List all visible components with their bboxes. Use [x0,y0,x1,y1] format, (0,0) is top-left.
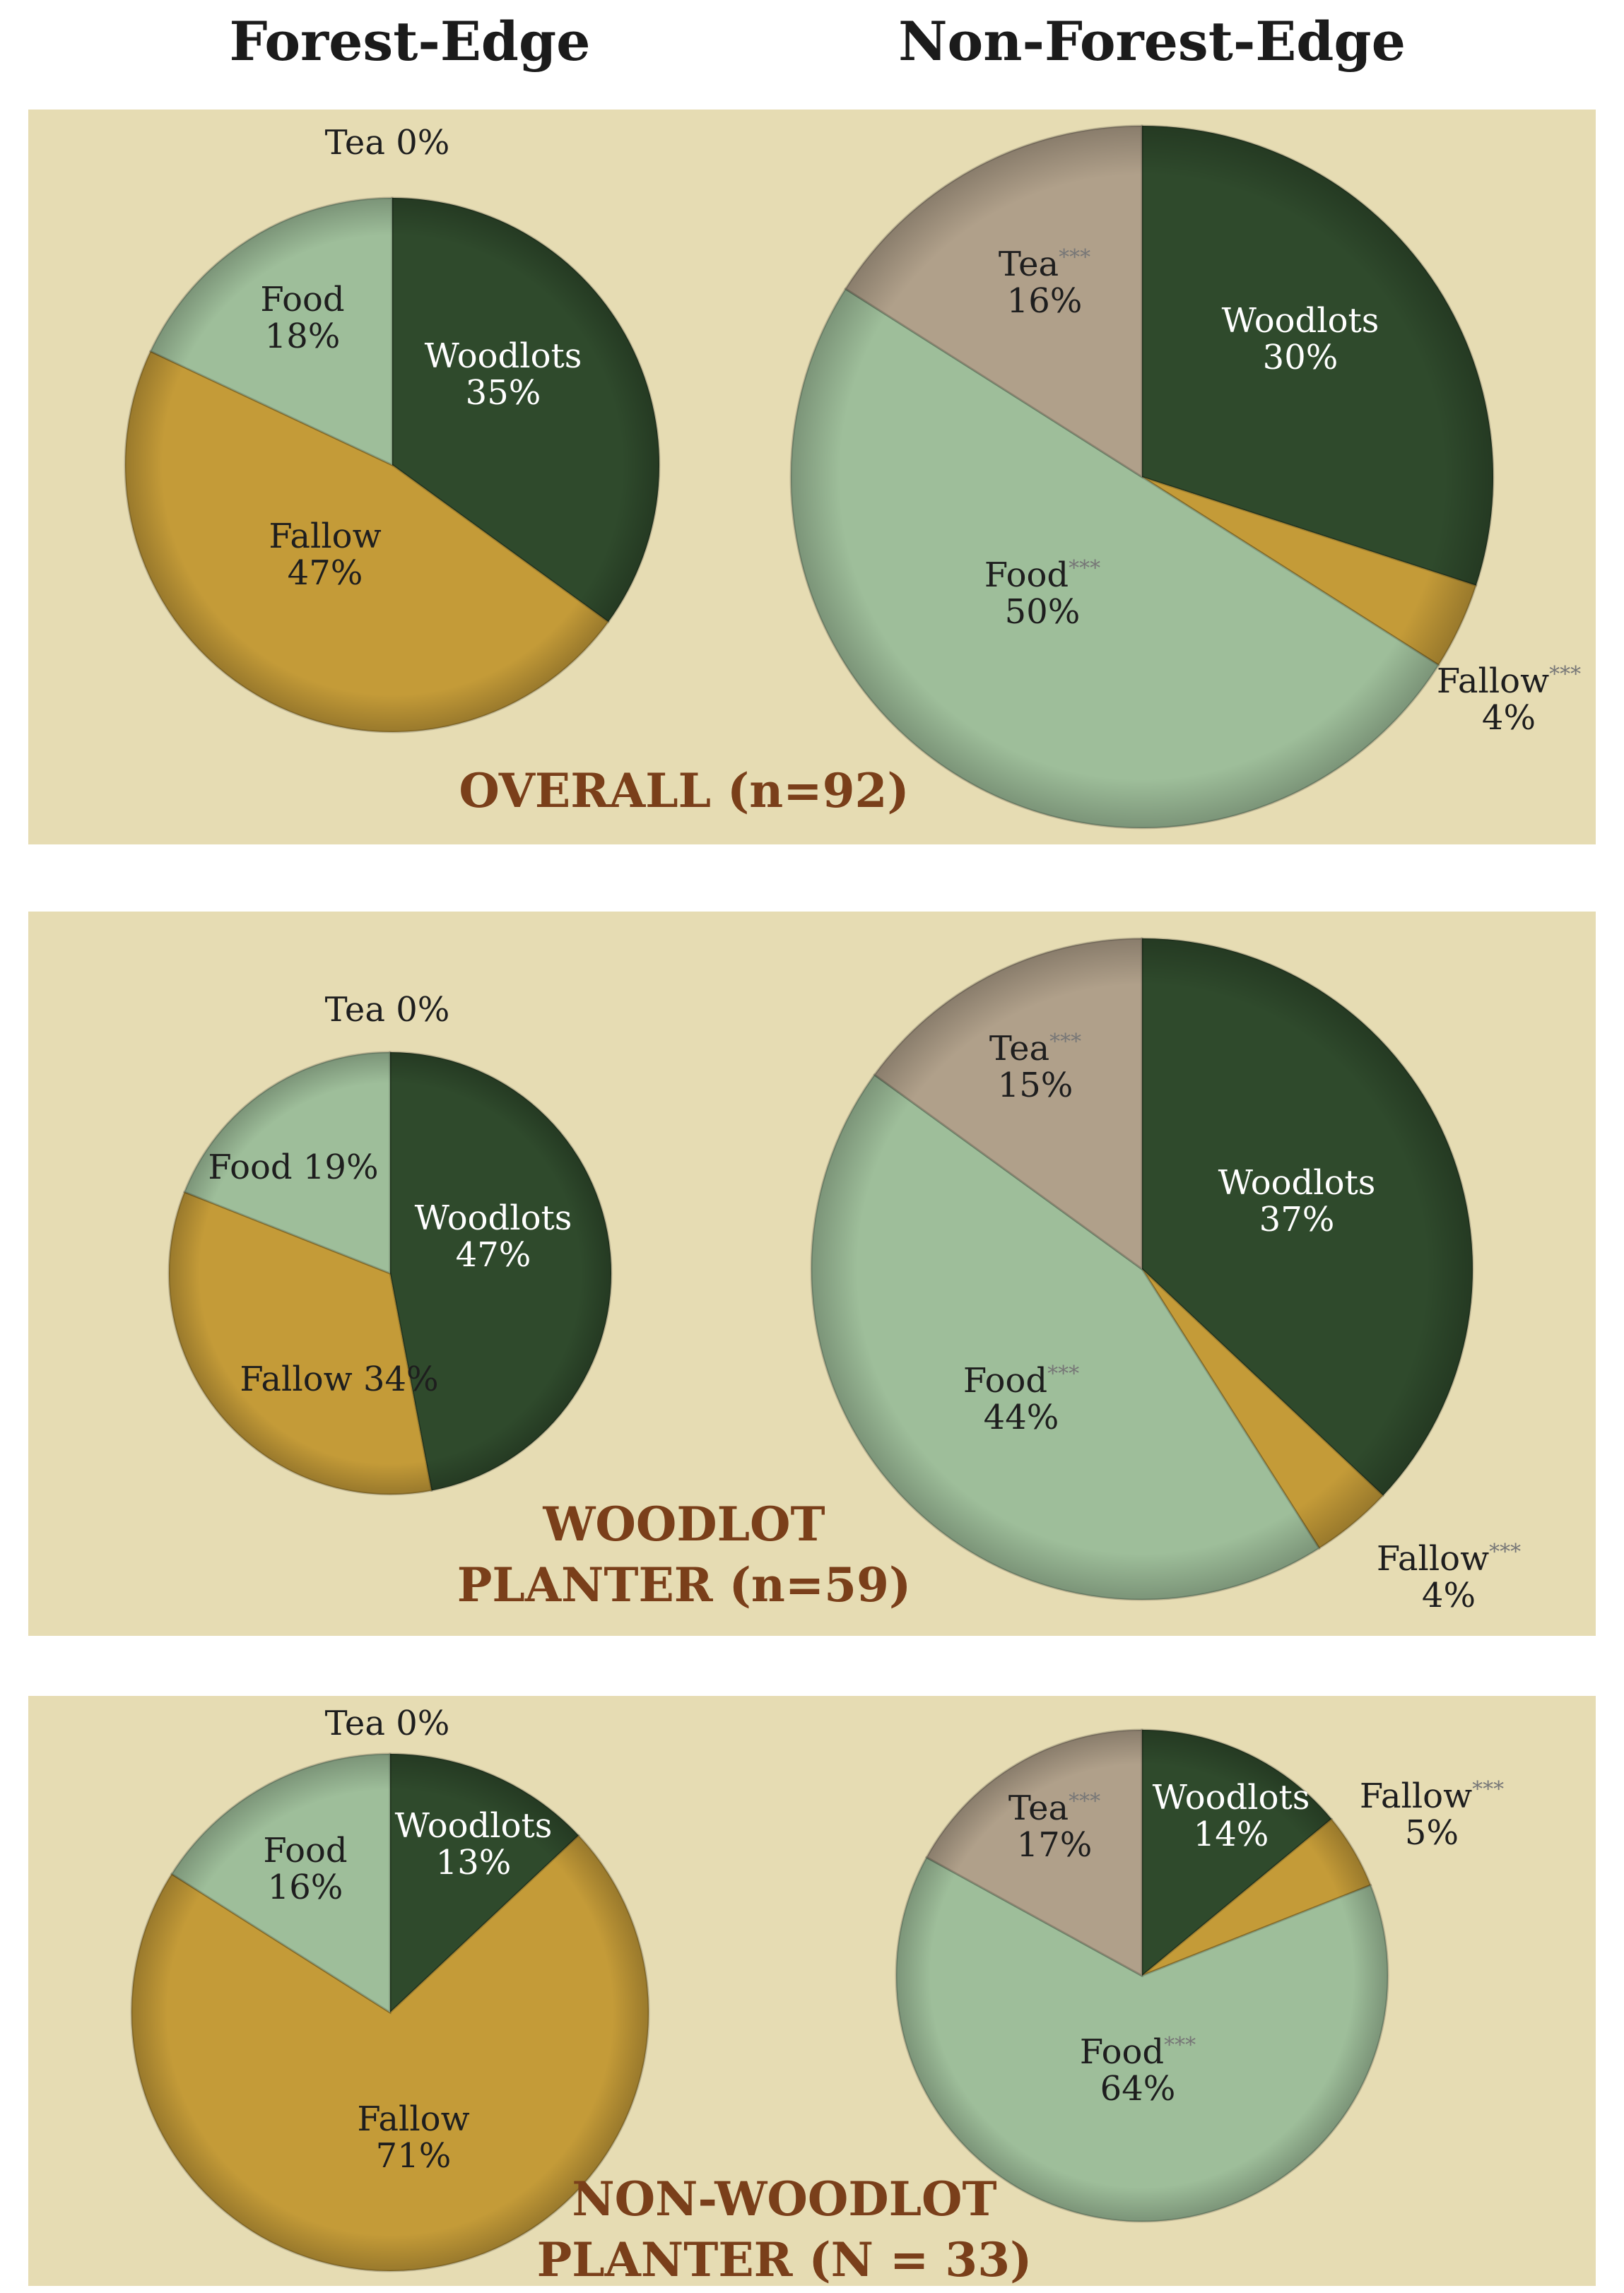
slice-name: Woodlots [395,1806,553,1846]
slice-pct: 0% [385,1704,449,1743]
slice-name: Fallow [240,1360,352,1399]
slice-name: Food [963,1361,1047,1401]
pie-chart-4 [130,1752,650,2273]
slice-name: Tea [325,990,385,1030]
slice-name: Woodlots [1218,1163,1376,1203]
slice-pct: 5% [1405,1813,1459,1853]
slice-pct: 14% [1194,1815,1269,1854]
slice-pct: 64% [1100,2069,1176,2109]
slice-label-fallow: Fallow 34% [240,1360,438,1399]
slice-pct: 0% [385,123,449,163]
slice-name: Tea [1008,1788,1069,1828]
slice-label-tea: Tea*** 15% [989,1029,1081,1105]
slice-pct: 4% [1482,698,1536,738]
slice-name: Food [208,1148,292,1187]
slice-label-fallow: Fallow 71% [357,2099,469,2176]
slice-label-woodlots: Woodlots 47% [415,1198,572,1275]
slice-name: Fallow [1437,661,1549,701]
slice-pct: 15% [998,1066,1073,1105]
slice-pct: 4% [1422,1576,1476,1615]
slice-name: Fallow [269,517,381,556]
pie-edge-shade [125,198,659,732]
slice-label-fallow: Fallow*** 4% [1377,1539,1521,1615]
slice-pct: 44% [984,1398,1059,1437]
slice-pct: 47% [456,1235,531,1275]
slice-pct: 30% [1263,338,1338,377]
pie-edge-shade [131,1754,649,2271]
slice-name: Food [984,555,1069,595]
slice-label-woodlots: Woodlots 13% [395,1806,553,1882]
slice-pct: 16% [1007,281,1083,321]
slice-label-food: Food*** 44% [963,1361,1079,1437]
panel-label-2: NON-WOODLOT PLANTER (N = 33) [537,2171,1032,2287]
slice-label-woodlots: Woodlots 14% [1153,1778,1310,1854]
slice-name: Food [260,280,344,319]
pie-edge-shade [791,126,1493,828]
slice-pct: 71% [376,2136,452,2176]
slice-label-food: Food*** 64% [1080,2032,1196,2109]
panel-label-1: WOODLOT PLANTER (n=59) [457,1497,911,1613]
slice-label-tea: Tea*** 17% [1008,1788,1100,1865]
slice-label-food: Food 18% [260,280,344,356]
column-header-non-forest-edge: Non-Forest-Edge [898,10,1406,73]
slice-name: Fallow [357,2099,469,2139]
slice-label-fallow: Fallow*** 4% [1437,661,1581,738]
slice-label-tea: Tea 0% [325,990,450,1030]
slice-pct: 34% [353,1360,439,1399]
slice-name: Tea [325,123,385,163]
pie-chart-1 [789,124,1495,830]
slice-name: Tea [325,1704,385,1743]
slice-pct: 16% [268,1868,343,1907]
panel-label-0: OVERALL (n=92) [459,763,909,818]
slice-name: Woodlots [415,1198,572,1238]
slice-name: Woodlots [1222,301,1379,341]
slice-name: Woodlots [1153,1778,1310,1817]
slice-label-food: Food 19% [208,1148,378,1187]
slice-pct: 17% [1017,1825,1093,1865]
column-header-forest-edge: Forest-Edge [229,10,591,73]
slice-pct: 0% [385,990,449,1030]
slice-name: Food [263,1831,347,1870]
slice-name: Tea [999,244,1059,284]
slice-label-tea: Tea 0% [325,123,450,163]
slice-pct: 13% [436,1843,512,1882]
slice-label-woodlots: Woodlots 37% [1218,1163,1376,1239]
slice-pct: 37% [1259,1200,1335,1239]
slice-label-tea: Tea*** 16% [999,244,1090,321]
slice-name: Tea [989,1029,1049,1068]
slice-name: Woodlots [425,336,582,376]
slice-pct: 18% [265,317,341,356]
slice-pct: 47% [288,553,363,593]
pie-edge-shade [811,938,1473,1600]
slice-pct: 50% [1005,592,1081,632]
slice-label-woodlots: Woodlots 35% [425,336,582,413]
slice-pct: 19% [293,1148,379,1187]
pie-edge-shade [896,1730,1388,2222]
pie-chart-5 [895,1728,1389,2223]
slice-label-woodlots: Woodlots 30% [1222,301,1379,377]
slice-pct: 35% [466,373,541,413]
pie-edge-shade [169,1052,611,1495]
slice-label-food: Food*** 50% [984,555,1100,632]
slice-label-fallow: Fallow 47% [269,517,381,593]
slice-label-food: Food 16% [263,1831,347,1907]
slice-label-tea: Tea 0% [325,1704,450,1743]
pie-chart-0 [124,196,661,733]
slice-name: Food [1080,2032,1164,2072]
slice-name: Fallow [1360,1776,1472,1816]
slice-label-fallow: Fallow*** 5% [1360,1776,1504,1853]
pie-chart-3 [810,937,1474,1601]
slice-name: Fallow [1377,1539,1489,1579]
pie-chart-2 [167,1051,613,1496]
